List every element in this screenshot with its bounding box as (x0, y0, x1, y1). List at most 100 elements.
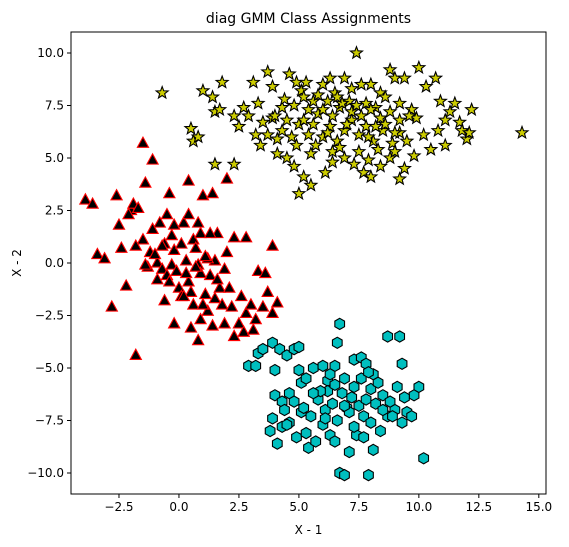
star-point (303, 177, 319, 192)
star-point (284, 129, 300, 144)
x-tick-label: 7.5 (349, 500, 368, 514)
star-point (274, 122, 290, 138)
star-point (363, 169, 379, 184)
triangle-point (189, 240, 203, 253)
triangle-point (220, 171, 234, 184)
triangle-point (206, 186, 220, 199)
y-tick-label: 5.0 (45, 151, 64, 165)
triangle-point (138, 257, 152, 270)
star-point (464, 101, 480, 117)
star-point (296, 89, 312, 104)
hexagon-point (264, 424, 276, 438)
star-point (289, 137, 304, 152)
hexagon-point (327, 397, 338, 410)
triangle-point (208, 291, 222, 304)
series-star (154, 45, 530, 201)
hexagon-point (324, 368, 336, 381)
star-point (370, 141, 386, 156)
star-point (432, 93, 448, 108)
hexagon-point (298, 401, 310, 415)
hexagon-point (339, 468, 350, 482)
star-point (428, 70, 444, 85)
hexagon-point (406, 410, 418, 423)
chart-title: diag GMM Class Assignments (206, 11, 411, 27)
star-point (418, 78, 434, 93)
hexagon-point (348, 380, 360, 394)
hexagon-point (305, 410, 317, 423)
star-point (348, 97, 364, 112)
hexagon-point (257, 342, 269, 356)
star-point (260, 64, 276, 79)
star-point (205, 89, 221, 104)
triangle-point (90, 247, 104, 260)
hexagon-point (348, 420, 360, 434)
hexagon-point (396, 416, 408, 429)
triangle-point (258, 266, 272, 279)
star-point (279, 112, 295, 127)
star-point (396, 70, 412, 85)
hexagon-point (377, 403, 389, 417)
triangle-point (114, 240, 128, 253)
triangle-point (110, 188, 124, 201)
triangle-point (191, 215, 205, 228)
star-point (320, 93, 336, 108)
star-point (351, 143, 367, 159)
triangle-point (194, 266, 208, 279)
star-point (329, 89, 345, 104)
triangle-point (165, 228, 179, 241)
star-point (377, 116, 393, 131)
star-point (315, 101, 331, 117)
triangle-point (210, 272, 224, 285)
triangle-point (160, 207, 174, 220)
triangle-point (220, 245, 234, 258)
star-point (248, 127, 264, 142)
star-point (296, 169, 312, 184)
star-point (260, 127, 276, 142)
triangle-point (119, 278, 133, 291)
star-point (377, 89, 393, 104)
hexagon-point (274, 342, 286, 356)
star-point (406, 148, 422, 163)
triangle-point (182, 207, 196, 220)
triangle-point (227, 329, 241, 342)
star-point (344, 80, 360, 96)
x-tick-label: −2.5 (104, 500, 133, 514)
triangle-point (112, 217, 126, 230)
star-point (404, 101, 420, 117)
star-point (298, 74, 314, 89)
hexagon-point (300, 426, 312, 440)
y-tick-label: 0.0 (45, 256, 64, 270)
hexagon-point (269, 389, 281, 402)
star-point (226, 156, 242, 171)
triangle-point (218, 316, 232, 329)
hexagon-point (300, 372, 312, 385)
star-point (423, 141, 439, 156)
hexagon-point (382, 330, 394, 343)
hexagon-point (293, 340, 305, 354)
star-point (363, 101, 379, 117)
star-point (241, 108, 257, 123)
star-point (250, 95, 266, 110)
hexagon-point (307, 386, 319, 400)
star-point (303, 145, 319, 161)
y-axis-label: X - 2 (10, 249, 24, 277)
hexagon-point (331, 414, 343, 427)
star-point (286, 97, 302, 112)
hexagon-point (339, 399, 350, 413)
star-point (255, 114, 271, 129)
star-point (274, 99, 290, 114)
star-point (341, 93, 357, 108)
hexagon-point (413, 380, 425, 394)
star-point (310, 87, 326, 102)
star-point (454, 122, 470, 138)
hexagon-point (336, 386, 348, 400)
star-point (392, 112, 408, 127)
triangle-point (177, 289, 191, 302)
series-triangle (78, 135, 284, 360)
triangle-point (182, 274, 196, 287)
star-point (430, 122, 446, 138)
hexagon-point (291, 431, 302, 444)
x-axis-label: X - 1 (295, 523, 323, 537)
triangle-point (198, 287, 212, 300)
star-point (212, 101, 228, 117)
